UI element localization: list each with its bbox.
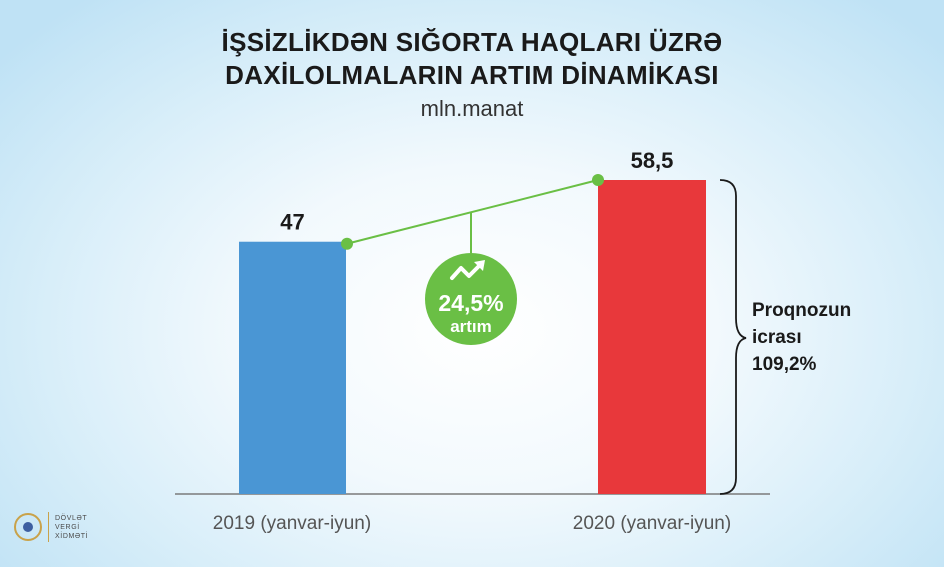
chart-unit: mln.manat bbox=[420, 96, 524, 121]
forecast-annotation: Proqnozun icrası 109,2% bbox=[752, 297, 851, 378]
bar-2020 bbox=[598, 180, 706, 494]
logo-text: DÖVLƏT VERGİ XİDMƏTİ bbox=[55, 514, 88, 541]
logo-text-line-3: XİDMƏTİ bbox=[55, 532, 89, 540]
logo-text-line-2: VERGİ bbox=[55, 523, 80, 531]
emblem-icon bbox=[14, 513, 42, 541]
growth-line bbox=[346, 179, 599, 245]
trend-up-icon bbox=[450, 262, 483, 280]
value-label-2020: 58,5 bbox=[631, 148, 674, 173]
logo-text-line-1: DÖVLƏT bbox=[55, 514, 88, 522]
growth-badge-circle bbox=[425, 253, 517, 345]
logo-divider bbox=[48, 512, 49, 542]
growth-badge: 24,5% artım bbox=[425, 253, 517, 345]
forecast-annotation-line-2: icrası bbox=[752, 327, 802, 348]
forecast-brace bbox=[719, 179, 747, 495]
growth-percent: 24,5% bbox=[438, 290, 503, 316]
growth-label: artım bbox=[450, 317, 492, 336]
chart-title: İŞSİZLİKDƏN SIĞORTA HAQLARI ÜZRƏ DAXİLOL… bbox=[0, 26, 944, 124]
growth-point-2019 bbox=[341, 237, 353, 250]
growth-point-2020 bbox=[592, 174, 604, 186]
logo: DÖVLƏT VERGİ XİDMƏTİ bbox=[14, 512, 88, 542]
forecast-annotation-line-3: 109,2% bbox=[752, 354, 817, 375]
category-label-2020: 2020 (yanvar-iyun) bbox=[573, 513, 731, 534]
value-label-2019: 47 bbox=[280, 210, 304, 235]
chart-title-line-1: İŞSİZLİKDƏN SIĞORTA HAQLARI ÜZRƏ bbox=[221, 27, 723, 57]
forecast-annotation-line-1: Proqnozun bbox=[752, 300, 852, 321]
trend-up-arrowhead-icon bbox=[474, 260, 485, 271]
bar-2019 bbox=[239, 241, 346, 494]
category-label-2019: 2019 (yanvar-iyun) bbox=[213, 513, 371, 534]
chart-title-line-2: DAXİLOLMALARIN ARTIM DİNAMİKASI bbox=[225, 60, 719, 90]
